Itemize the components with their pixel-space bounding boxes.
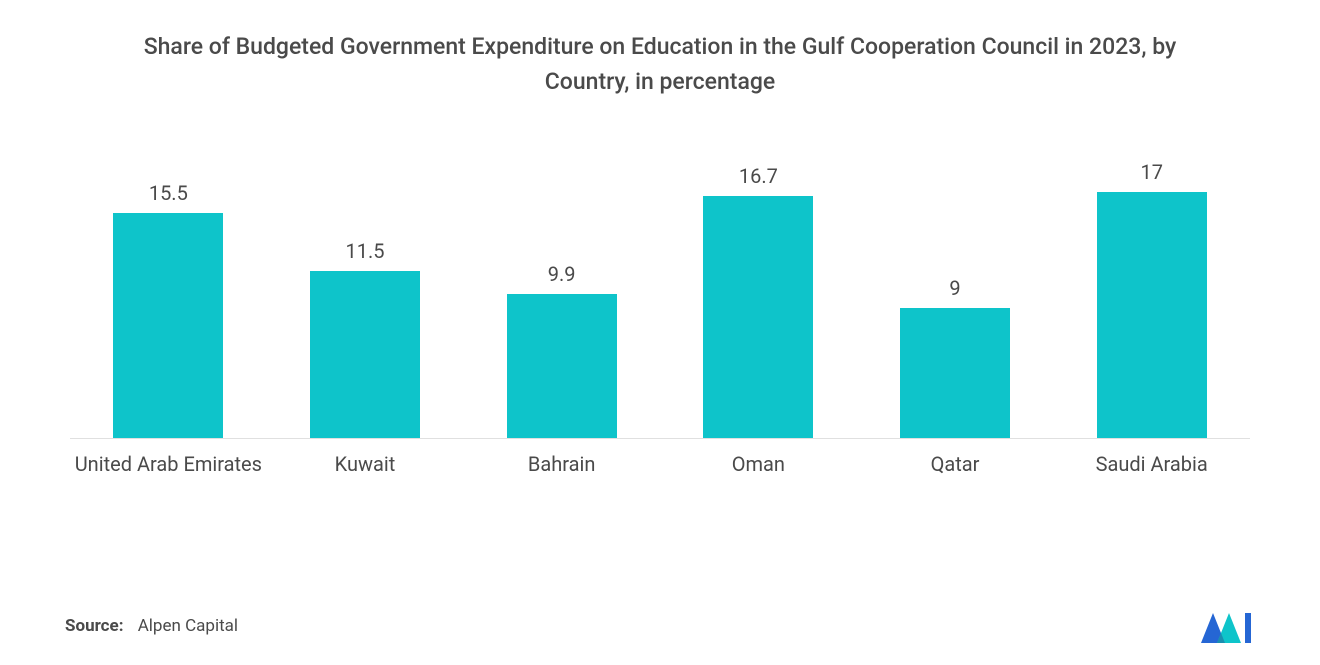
bar-group: 11.5 (267, 239, 464, 438)
bar-group: 15.5 (70, 181, 267, 438)
bar (703, 196, 813, 438)
bar-category-label: Kuwait (267, 451, 464, 477)
bar-category-label: Bahrain (463, 451, 660, 477)
bar (900, 308, 1010, 439)
bar-category-label: Qatar (857, 451, 1054, 477)
bar-value-label: 16.7 (739, 164, 778, 188)
bar-group: 16.7 (660, 164, 857, 438)
bar-group: 9 (857, 276, 1054, 439)
labels-row: United Arab EmiratesKuwaitBahrainOmanQat… (70, 451, 1250, 477)
source-label: Source: (65, 616, 123, 636)
bar-value-label: 11.5 (346, 239, 385, 263)
bar-group: 9.9 (463, 262, 660, 438)
bar-category-label: Oman (660, 451, 857, 477)
bar (1097, 192, 1207, 439)
bar-value-label: 17 (1140, 160, 1162, 184)
bar-value-label: 15.5 (149, 181, 188, 205)
source-text: Source: Alpen Capital (65, 616, 238, 636)
bar-category-label: Saudi Arabia (1053, 451, 1250, 477)
bar (310, 271, 420, 438)
bar-value-label: 9.9 (548, 262, 576, 286)
bar-group: 17 (1053, 160, 1250, 439)
bar-value-label: 9 (949, 276, 960, 300)
bar (113, 213, 223, 438)
brand-logo (1199, 607, 1255, 645)
plot-area: 15.5 11.5 9.9 16.7 9 17 United Arab EmiratesK… (70, 149, 1250, 537)
source-value: Alpen Capital (138, 616, 238, 636)
source-row: Source: Alpen Capital (60, 607, 1260, 645)
bar-category-label: United Arab Emirates (70, 451, 267, 477)
chart-title: Share of Budgeted Government Expenditure… (60, 30, 1260, 99)
bar (507, 294, 617, 438)
chart-container: Share of Budgeted Government Expenditure… (0, 0, 1320, 665)
bars-row: 15.5 11.5 9.9 16.7 9 17 (70, 149, 1250, 439)
